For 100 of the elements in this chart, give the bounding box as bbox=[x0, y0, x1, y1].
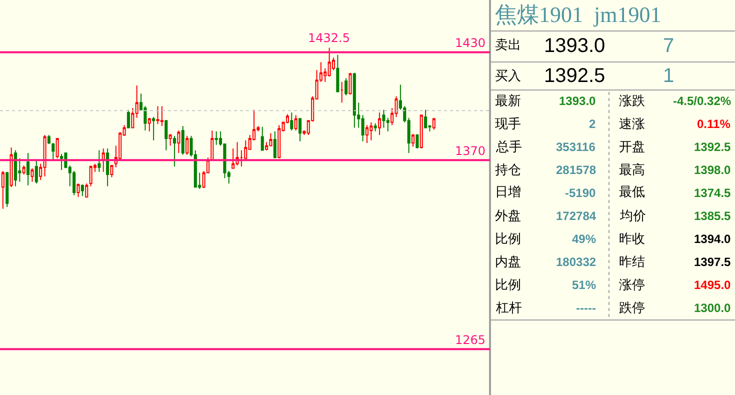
category-label: 日增 bbox=[495, 185, 521, 200]
category-label: 昨收 bbox=[619, 232, 645, 247]
candlestick bbox=[210, 130, 214, 161]
category-label: 比例 bbox=[495, 232, 521, 247]
text: 1300.0 bbox=[694, 301, 731, 315]
ref-line-label: 1430 bbox=[455, 36, 486, 50]
candlestick bbox=[164, 120, 168, 151]
text: 281578 bbox=[556, 163, 596, 177]
text: 1398.0 bbox=[694, 163, 731, 177]
category-label: 最新 bbox=[495, 94, 521, 109]
candlestick bbox=[420, 114, 423, 149]
candlestick bbox=[382, 109, 386, 128]
text: -4.5/0.32% bbox=[673, 94, 732, 108]
candlestick bbox=[214, 130, 218, 146]
candlestick bbox=[102, 148, 105, 172]
candlestick bbox=[181, 125, 184, 156]
text: 1394.0 bbox=[694, 232, 731, 246]
category-label: 涨停 bbox=[619, 278, 645, 293]
candlestick bbox=[85, 183, 88, 198]
candlestick bbox=[168, 134, 172, 146]
text: 1385.5 bbox=[694, 209, 731, 223]
candlestick bbox=[47, 134, 50, 144]
category-label: 涨跌 bbox=[619, 94, 645, 109]
candlestick bbox=[10, 147, 13, 188]
candlestick bbox=[160, 106, 164, 126]
candlestick bbox=[294, 114, 298, 131]
candlestick bbox=[80, 184, 84, 197]
candlestick bbox=[34, 160, 38, 184]
candlestick bbox=[52, 142, 55, 160]
candlestick bbox=[260, 126, 264, 151]
candlestick bbox=[278, 124, 281, 159]
category-label: 卖出 bbox=[495, 38, 521, 53]
text: ----- bbox=[576, 301, 596, 315]
category-label: 现手 bbox=[495, 117, 521, 132]
candlestick bbox=[352, 72, 356, 128]
candlestick bbox=[411, 134, 415, 148]
category-label: 均价 bbox=[619, 209, 646, 224]
category-label: 内盘 bbox=[495, 255, 521, 270]
candlestick bbox=[344, 78, 348, 96]
candlestick bbox=[336, 54, 340, 92]
candlestick bbox=[416, 134, 419, 149]
candlestick bbox=[269, 132, 272, 146]
candlestick bbox=[60, 153, 64, 171]
candlestick bbox=[126, 109, 130, 128]
candlestick bbox=[56, 138, 59, 159]
candlestick bbox=[98, 150, 101, 172]
text: 1374.5 bbox=[694, 186, 731, 200]
candlestick bbox=[152, 116, 156, 141]
text: 0.11% bbox=[697, 117, 730, 131]
candlestick bbox=[370, 122, 373, 141]
category-label: 比例 bbox=[495, 278, 521, 293]
text: 51% bbox=[572, 278, 596, 292]
category-label: 总手 bbox=[495, 140, 522, 155]
candlestick bbox=[110, 165, 114, 178]
candlestick bbox=[76, 183, 80, 198]
text: 1 bbox=[663, 65, 674, 87]
candlestick bbox=[290, 112, 294, 131]
ref-line-label: 1370 bbox=[455, 144, 486, 158]
candlestick bbox=[43, 134, 46, 177]
category-label: 持仓 bbox=[495, 163, 521, 178]
annotation: 1432.5 bbox=[308, 31, 350, 45]
candlestick bbox=[273, 130, 276, 159]
candlestick bbox=[374, 122, 377, 132]
candlestick bbox=[22, 165, 26, 176]
category-label: 昨结 bbox=[619, 255, 645, 270]
text: 180332 bbox=[556, 255, 596, 269]
candlestick bbox=[26, 152, 30, 186]
text: 1495.0 bbox=[694, 278, 731, 292]
text: 353116 bbox=[556, 140, 596, 154]
text: 2 bbox=[589, 117, 596, 131]
text: 1393.0 bbox=[544, 35, 606, 57]
candlestick bbox=[298, 117, 302, 142]
candlestick bbox=[348, 72, 352, 95]
text: 焦煤1901 jm1901 bbox=[495, 2, 662, 27]
text: -5190 bbox=[565, 186, 596, 200]
candlestick bbox=[89, 165, 92, 187]
candlestick bbox=[156, 106, 160, 125]
candlestick bbox=[340, 81, 344, 104]
category-label: 最低 bbox=[619, 185, 645, 200]
text: 1397.5 bbox=[694, 255, 731, 269]
category-label: 开盘 bbox=[619, 140, 645, 155]
ref-line-label: 1265 bbox=[455, 333, 486, 347]
category-label: 最高 bbox=[619, 162, 645, 178]
text: 1392.5 bbox=[544, 65, 606, 87]
text: 1393.0 bbox=[559, 94, 596, 108]
category-label: 买入 bbox=[495, 69, 521, 84]
text: 1392.5 bbox=[694, 140, 731, 154]
candlestick bbox=[106, 148, 110, 187]
candlestick bbox=[186, 135, 189, 156]
category-label: 杠杆 bbox=[495, 301, 522, 316]
category-label: 速涨 bbox=[619, 117, 645, 132]
text: 49% bbox=[572, 232, 596, 246]
candlestick bbox=[424, 109, 428, 128]
candlestick bbox=[148, 117, 151, 132]
candlestick bbox=[6, 171, 9, 208]
candlestick bbox=[177, 130, 180, 154]
text: 7 bbox=[663, 35, 674, 57]
candlestick bbox=[378, 112, 382, 136]
candlestick bbox=[14, 150, 18, 187]
candlestick bbox=[365, 124, 368, 144]
